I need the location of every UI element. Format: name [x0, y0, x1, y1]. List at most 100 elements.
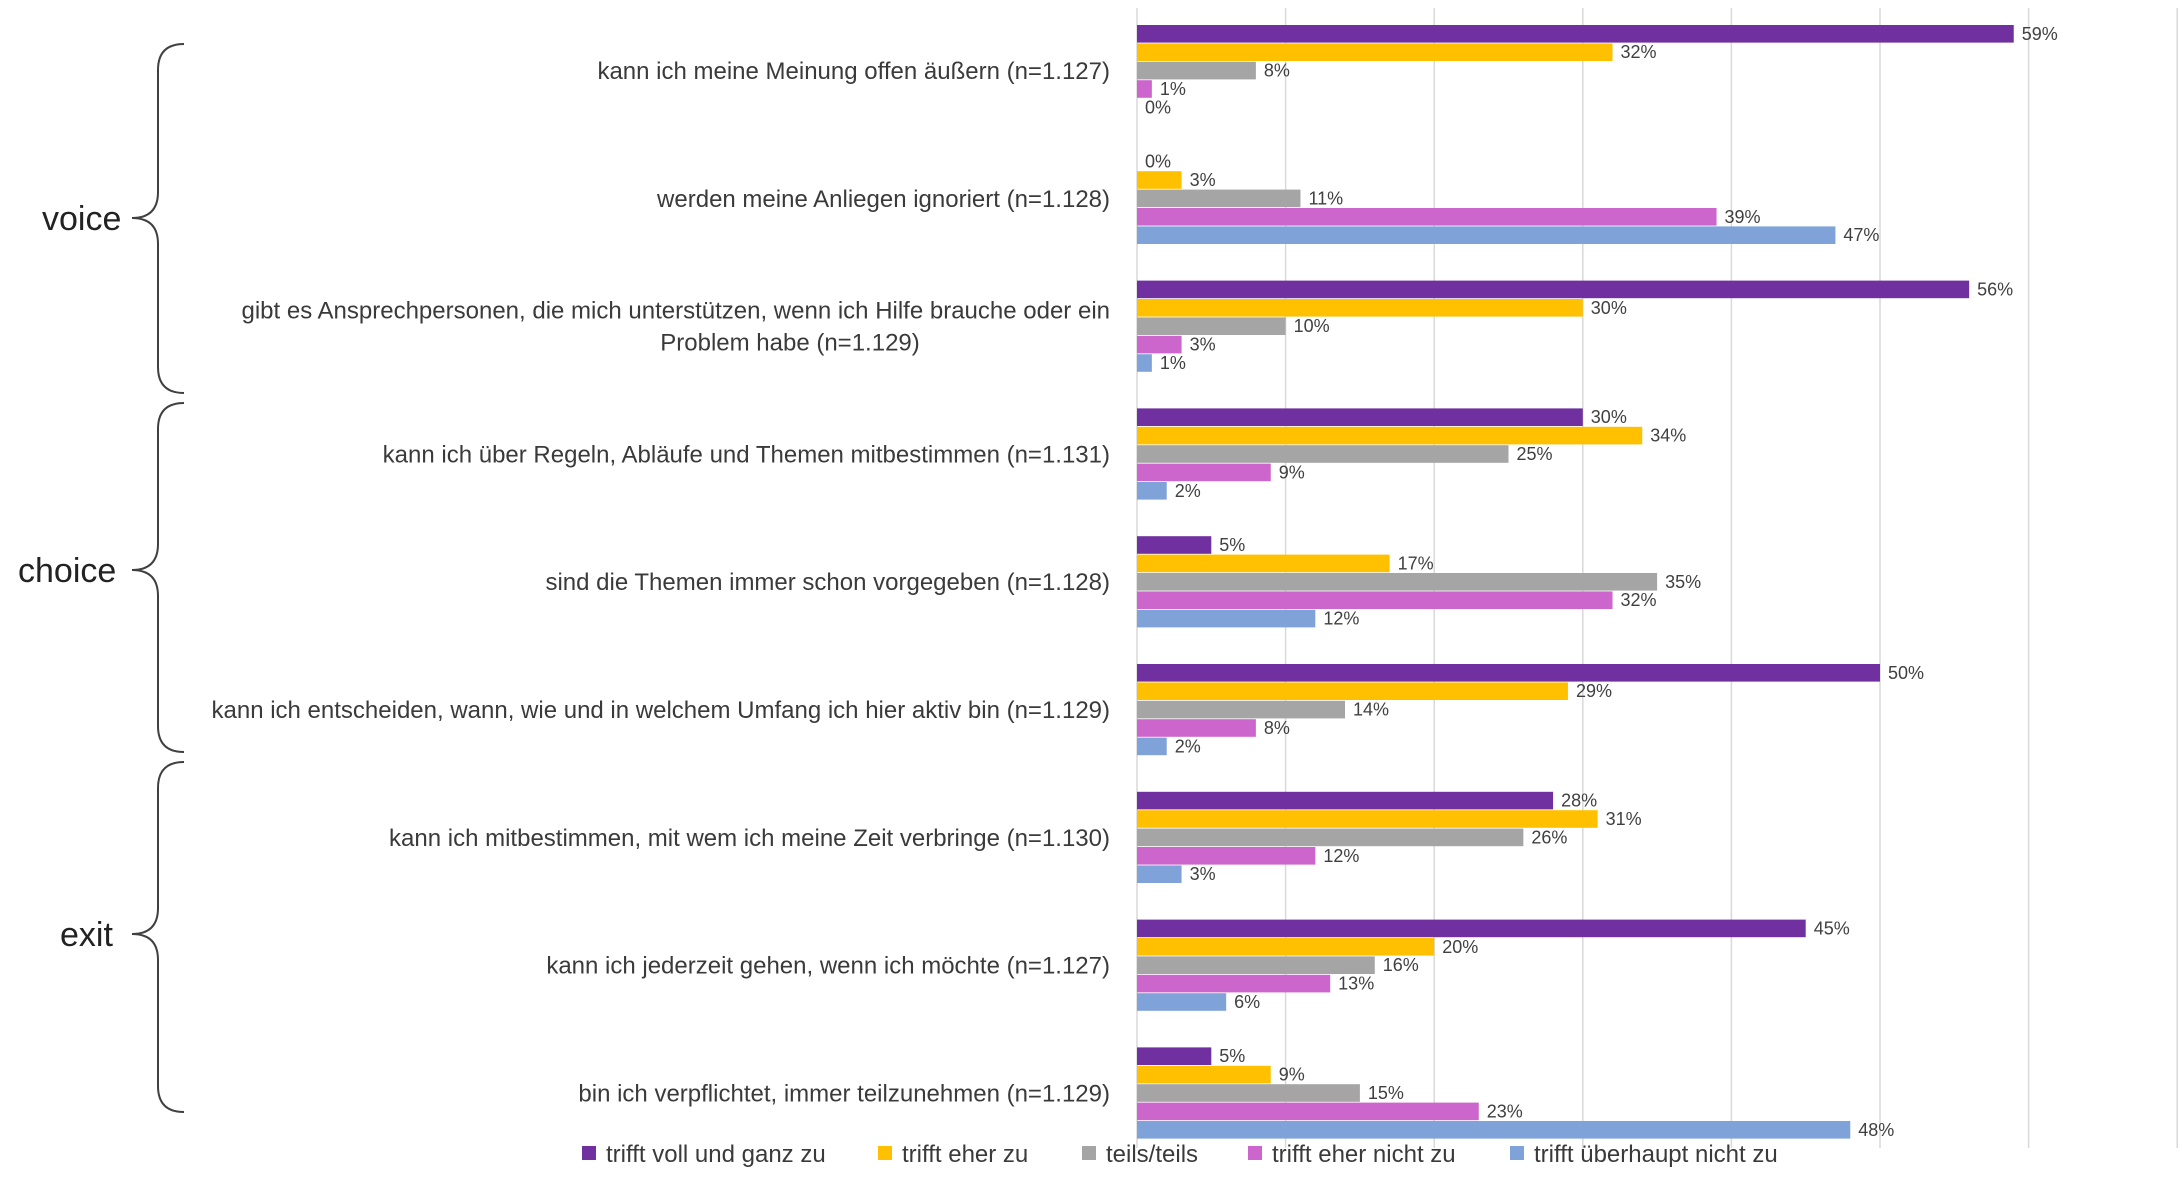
legend-swatch: [582, 1146, 596, 1160]
category-label: sind die Themen immer schon vorgegeben (…: [545, 569, 1110, 596]
bar: [1137, 1065, 1271, 1084]
category-label: gibt es Ansprechpersonen, die mich unter…: [241, 298, 1110, 357]
bar: [1137, 317, 1286, 335]
legend-label: trifft eher zu: [902, 1141, 1028, 1168]
bar: [1137, 847, 1316, 865]
group-label: exit: [60, 916, 113, 954]
bar: [1137, 80, 1152, 98]
value-label: 5%: [1219, 535, 1245, 555]
bar: [1137, 865, 1182, 883]
legend-swatch: [1082, 1146, 1096, 1160]
value-label: 11%: [1308, 188, 1343, 208]
legend: trifft voll und ganz zu trifft eher zu tei…: [582, 1141, 1778, 1168]
bar: [1137, 609, 1316, 628]
value-label: 16%: [1383, 955, 1419, 975]
group-label: voice: [42, 200, 121, 238]
bar: [1137, 1084, 1360, 1102]
value-label: 30%: [1591, 407, 1627, 427]
value-label: 26%: [1531, 827, 1567, 847]
bar: [1137, 974, 1331, 993]
group-brace: [131, 43, 185, 394]
bar: [1137, 938, 1435, 956]
value-label: 32%: [1621, 590, 1657, 610]
value-label: 23%: [1487, 1101, 1523, 1121]
bar: [1137, 408, 1583, 426]
value-label: 39%: [1725, 207, 1761, 227]
bar: [1137, 463, 1271, 482]
value-label: 0%: [1145, 97, 1171, 117]
value-label: 59%: [2022, 24, 2058, 44]
value-label: 48%: [1858, 1120, 1894, 1140]
bar: [1137, 993, 1227, 1011]
bar: [1137, 426, 1643, 445]
value-label: 2%: [1175, 736, 1201, 756]
bar: [1137, 43, 1613, 61]
bar: [1137, 919, 1806, 938]
bar: [1137, 226, 1836, 244]
legend-label: trifft voll und ganz zu: [606, 1141, 826, 1168]
bar: [1137, 61, 1256, 80]
bar: [1137, 189, 1301, 208]
value-label: 35%: [1665, 572, 1701, 592]
value-label: 50%: [1888, 663, 1924, 683]
category-label: bin ich verpflichtet, immer teilzunehmen…: [578, 1080, 1110, 1107]
value-label: 9%: [1279, 462, 1305, 482]
bar: [1137, 354, 1152, 372]
bar: [1137, 1121, 1851, 1139]
value-label: 17%: [1398, 553, 1434, 573]
bar: [1137, 737, 1167, 756]
value-label: 30%: [1591, 298, 1627, 318]
category-label: kann ich mitbestimmen, mit wem ich meine…: [389, 825, 1110, 852]
value-label: 8%: [1264, 718, 1290, 738]
value-label: 25%: [1517, 444, 1553, 464]
bar: [1137, 1102, 1479, 1121]
value-label: 3%: [1190, 170, 1216, 190]
bar: [1137, 536, 1212, 554]
bars: [1137, 25, 2014, 1139]
value-label: 14%: [1353, 700, 1389, 720]
legend-swatch: [1510, 1146, 1524, 1160]
value-label: 34%: [1650, 426, 1686, 446]
value-label: 5%: [1219, 1046, 1245, 1066]
value-label: 29%: [1576, 681, 1612, 701]
value-label: 13%: [1338, 974, 1374, 994]
value-label: 32%: [1621, 42, 1657, 62]
value-label: 12%: [1323, 609, 1359, 629]
bar: [1137, 682, 1568, 700]
value-label: 2%: [1175, 481, 1201, 501]
category-label: kann ich meine Meinung offen äußern (n=1…: [597, 58, 1110, 85]
bar: [1137, 573, 1658, 591]
bar: [1137, 810, 1598, 828]
value-label: 10%: [1294, 316, 1330, 336]
bar: [1137, 664, 1880, 682]
bar: [1137, 208, 1717, 226]
bar: [1137, 299, 1583, 317]
value-label: 8%: [1264, 61, 1290, 81]
group-label: choice: [18, 552, 116, 590]
legend-label: trifft eher nicht zu: [1272, 1141, 1456, 1168]
bar: [1137, 280, 1970, 299]
value-label: 9%: [1279, 1065, 1305, 1085]
bar: [1137, 25, 2014, 43]
category-label: kann ich entscheiden, wann, wie und in w…: [212, 697, 1111, 724]
category-label: kann ich über Regeln, Abläufe und Themen…: [383, 441, 1110, 468]
bar: [1137, 482, 1167, 500]
value-label: 47%: [1843, 225, 1879, 245]
value-label: 20%: [1442, 937, 1478, 957]
value-label: 6%: [1234, 992, 1260, 1012]
group-brace: [131, 402, 185, 753]
bar: [1137, 956, 1375, 974]
legend-label: teils/teils: [1106, 1141, 1198, 1168]
group-brace: [131, 761, 185, 1113]
category-label: werden meine Anliegen ignoriert (n=1.128…: [656, 186, 1110, 213]
value-label: 28%: [1561, 791, 1597, 811]
value-label: 31%: [1606, 809, 1642, 829]
value-label: 56%: [1977, 279, 2013, 299]
value-label: 45%: [1814, 918, 1850, 938]
legend-label: trifft überhaupt nicht zu: [1534, 1141, 1778, 1168]
bar: [1137, 828, 1524, 847]
value-label: 1%: [1160, 353, 1186, 373]
value-label: 15%: [1368, 1083, 1404, 1103]
bar: [1137, 591, 1613, 609]
